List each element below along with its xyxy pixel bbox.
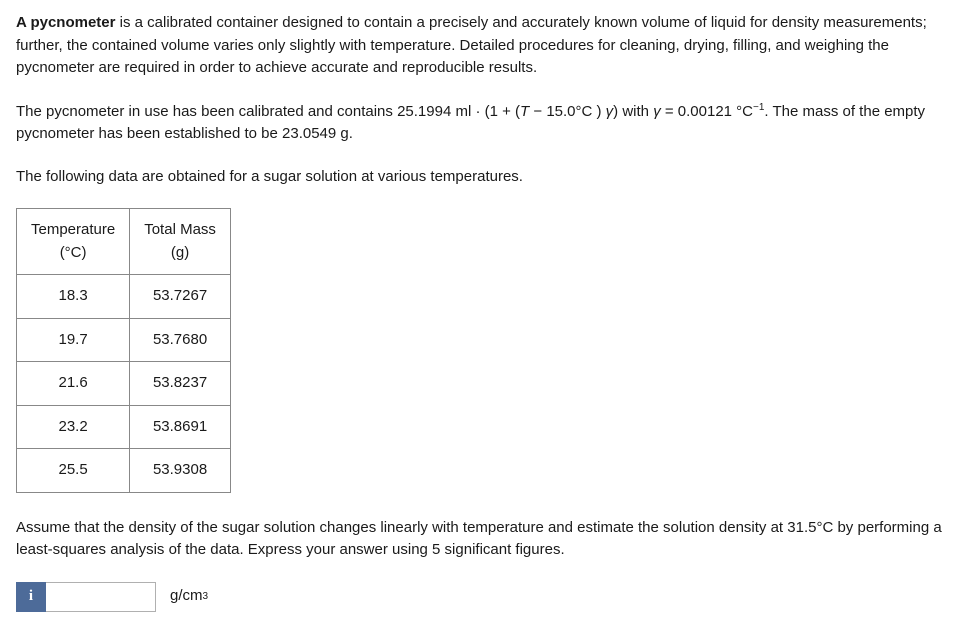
calib-text-b: − 15.0°C ) bbox=[529, 103, 605, 120]
table-row: 23.2 53.8691 bbox=[17, 405, 231, 449]
cell-temp: 19.7 bbox=[17, 318, 130, 362]
unit-label: g/cm3 bbox=[156, 582, 208, 612]
table-row: 18.3 53.7267 bbox=[17, 275, 231, 319]
intro-rest: is a calibrated container designed to co… bbox=[16, 14, 927, 76]
table-row: 25.5 53.9308 bbox=[17, 449, 231, 493]
col-header-temperature: Temperature (°C) bbox=[17, 209, 130, 275]
cell-temp: 21.6 bbox=[17, 362, 130, 406]
var-T: T bbox=[520, 103, 529, 120]
col2-line2: (g) bbox=[171, 244, 189, 261]
calib-text-a: The pycnometer in use has been calibrate… bbox=[16, 103, 520, 120]
hint-button[interactable]: i bbox=[16, 582, 46, 612]
col1-line1: Temperature bbox=[31, 221, 115, 238]
data-intro-paragraph: The following data are obtained for a su… bbox=[16, 166, 943, 189]
cell-temp: 23.2 bbox=[17, 405, 130, 449]
intro-paragraph: A pycnometer is a calibrated container d… bbox=[16, 12, 943, 80]
cell-mass: 53.9308 bbox=[130, 449, 231, 493]
question-paragraph: Assume that the density of the sugar sol… bbox=[16, 517, 943, 562]
cell-mass: 53.8237 bbox=[130, 362, 231, 406]
pycnometer-term: A pycnometer bbox=[16, 14, 115, 31]
col1-line2: (°C) bbox=[60, 244, 87, 261]
col-header-mass: Total Mass (g) bbox=[130, 209, 231, 275]
calib-text-c: ) with bbox=[613, 103, 653, 120]
cell-temp: 18.3 bbox=[17, 275, 130, 319]
data-table: Temperature (°C) Total Mass (g) 18.3 53.… bbox=[16, 208, 231, 493]
density-input[interactable] bbox=[46, 582, 156, 612]
answer-row: i g/cm3 bbox=[16, 582, 943, 612]
cell-mass: 53.7267 bbox=[130, 275, 231, 319]
cell-mass: 53.8691 bbox=[130, 405, 231, 449]
unit-exp: 3 bbox=[203, 589, 209, 604]
table-row: 21.6 53.8237 bbox=[17, 362, 231, 406]
exp-minus1: −1 bbox=[753, 102, 764, 113]
table-header-row: Temperature (°C) Total Mass (g) bbox=[17, 209, 231, 275]
calib-text-d: = 0.00121 °C bbox=[661, 103, 753, 120]
info-icon: i bbox=[29, 585, 33, 608]
unit-base: g/cm bbox=[170, 585, 203, 608]
var-gamma-2: γ bbox=[653, 103, 661, 120]
table-row: 19.7 53.7680 bbox=[17, 318, 231, 362]
cell-temp: 25.5 bbox=[17, 449, 130, 493]
cell-mass: 53.7680 bbox=[130, 318, 231, 362]
calibration-paragraph: The pycnometer in use has been calibrate… bbox=[16, 100, 943, 146]
col2-line1: Total Mass bbox=[144, 221, 216, 238]
